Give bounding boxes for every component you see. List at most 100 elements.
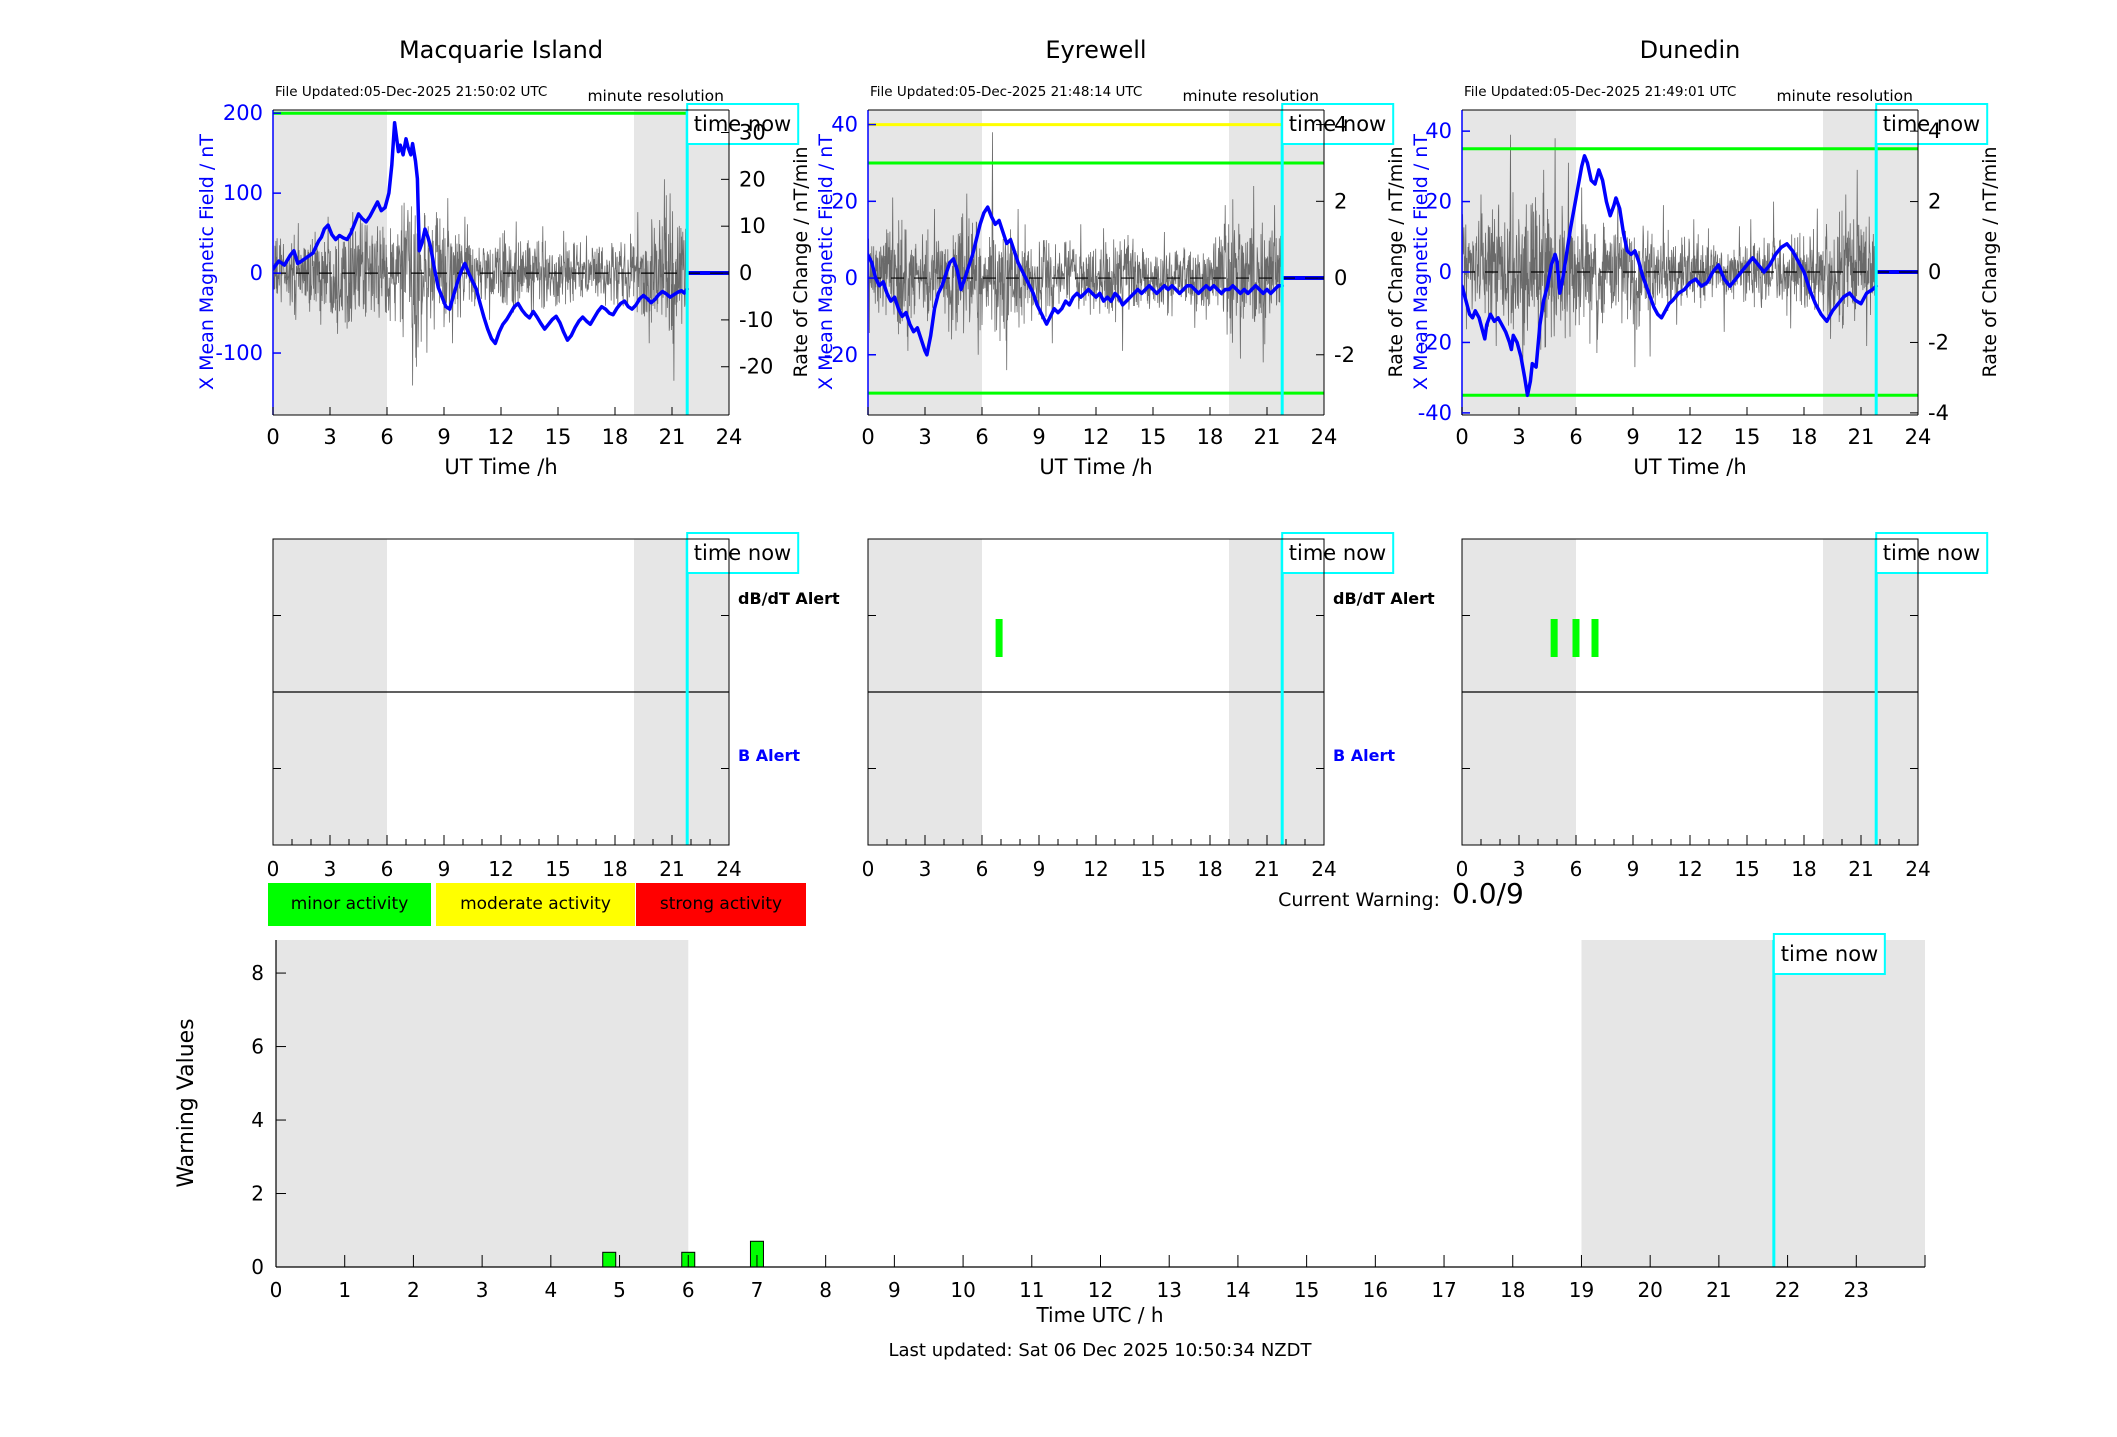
time-now-label: time now (1882, 541, 1981, 565)
svg-text:9: 9 (888, 1278, 901, 1302)
svg-text:0: 0 (270, 1278, 283, 1302)
svg-text:0: 0 (267, 857, 280, 881)
svg-text:-20: -20 (1418, 330, 1452, 354)
svg-text:24: 24 (716, 857, 741, 881)
x-axis-label-macquarie: UT Time /h (444, 455, 558, 479)
time-now-label: time now (1288, 541, 1387, 565)
svg-text:20: 20 (831, 189, 858, 213)
svg-text:-20: -20 (739, 355, 773, 379)
svg-text:16: 16 (1363, 1278, 1388, 1302)
svg-text:-2: -2 (1928, 330, 1949, 354)
svg-text:4: 4 (1928, 119, 1941, 143)
svg-text:9: 9 (1626, 425, 1639, 449)
svg-text:2: 2 (407, 1278, 420, 1302)
svg-text:3: 3 (476, 1278, 489, 1302)
time-now-label: time now (693, 112, 792, 136)
b-alert-label: B Alert (1333, 746, 1396, 765)
svg-text:6: 6 (1569, 425, 1582, 449)
svg-text:200: 200 (223, 101, 263, 125)
svg-text:21: 21 (1254, 857, 1279, 881)
time-now-label: time now (1882, 112, 1981, 136)
svg-text:-4: -4 (1928, 401, 1949, 425)
svg-text:6: 6 (976, 857, 989, 881)
svg-text:10: 10 (950, 1278, 975, 1302)
dbdt-alert-label: dB/dT Alert (1333, 589, 1435, 608)
svg-text:-40: -40 (1418, 401, 1452, 425)
svg-text:6: 6 (975, 425, 988, 449)
current-warning-value: 0.0/9 (1452, 877, 1524, 910)
svg-text:21: 21 (1848, 425, 1875, 449)
svg-text:20: 20 (739, 167, 766, 191)
svg-text:2: 2 (1928, 190, 1941, 214)
time-now-label: time now (1288, 112, 1387, 136)
x-axis-label-dunedin: UT Time /h (1633, 455, 1747, 479)
svg-text:-10: -10 (739, 308, 773, 332)
file-updated-eyrewell: File Updated:05-Dec-2025 21:48:14 UTC (870, 84, 1143, 100)
time-now-label: time now (693, 541, 792, 565)
svg-text:9: 9 (1033, 857, 1046, 881)
svg-text:2: 2 (251, 1182, 264, 1206)
legend-item-moderate: moderate activity (436, 883, 635, 926)
right-axis-label-dunedin: Rate of Change / nT/min (1979, 146, 2001, 378)
svg-text:0: 0 (1439, 260, 1452, 284)
svg-text:18: 18 (1197, 425, 1224, 449)
svg-text:13: 13 (1156, 1278, 1181, 1302)
svg-text:15: 15 (1734, 425, 1761, 449)
svg-text:9: 9 (437, 425, 450, 449)
svg-text:18: 18 (1791, 857, 1816, 881)
svg-text:12: 12 (488, 425, 515, 449)
svg-text:0: 0 (251, 1255, 264, 1279)
svg-text:9: 9 (438, 857, 451, 881)
svg-text:20: 20 (1425, 190, 1452, 214)
svg-text:100: 100 (223, 181, 263, 205)
svg-text:15: 15 (1734, 857, 1759, 881)
svg-text:15: 15 (1140, 857, 1165, 881)
svg-text:23: 23 (1844, 1278, 1869, 1302)
svg-text:12: 12 (488, 857, 513, 881)
svg-text:40: 40 (1425, 119, 1452, 143)
svg-text:12: 12 (1677, 425, 1704, 449)
minute-resolution-label: minute resolution (587, 87, 724, 105)
station-title-dunedin: Dunedin (1639, 36, 1741, 64)
svg-text:4: 4 (1334, 113, 1347, 137)
svg-text:15: 15 (1140, 425, 1167, 449)
svg-text:11: 11 (1019, 1278, 1044, 1302)
station-title-eyrewell: Eyrewell (1045, 36, 1147, 64)
dbdt-alert-label: dB/dT Alert (738, 589, 840, 608)
svg-text:12: 12 (1083, 857, 1108, 881)
svg-text:15: 15 (1294, 1278, 1319, 1302)
svg-text:12: 12 (1088, 1278, 1113, 1302)
svg-text:3: 3 (323, 425, 336, 449)
svg-text:22: 22 (1775, 1278, 1800, 1302)
svg-text:0: 0 (250, 261, 263, 285)
last-updated-text: Last updated: Sat 06 Dec 2025 10:50:34 N… (888, 1340, 1312, 1361)
svg-text:4: 4 (251, 1108, 264, 1132)
svg-text:8: 8 (819, 1278, 832, 1302)
svg-text:6: 6 (251, 1035, 264, 1059)
svg-text:6: 6 (380, 425, 393, 449)
svg-text:6: 6 (381, 857, 394, 881)
svg-text:-2: -2 (1334, 343, 1355, 367)
file-updated-dunedin: File Updated:05-Dec-2025 21:49:01 UTC (1464, 84, 1737, 100)
svg-text:15: 15 (545, 425, 572, 449)
svg-text:-20: -20 (824, 343, 858, 367)
svg-text:9: 9 (1627, 857, 1640, 881)
svg-text:12: 12 (1083, 425, 1110, 449)
svg-text:14: 14 (1225, 1278, 1250, 1302)
svg-text:0: 0 (1334, 266, 1347, 290)
svg-text:12: 12 (1677, 857, 1702, 881)
svg-text:21: 21 (659, 857, 684, 881)
svg-text:21: 21 (659, 425, 686, 449)
svg-text:18: 18 (1197, 857, 1222, 881)
svg-text:0: 0 (1455, 425, 1468, 449)
svg-text:3: 3 (324, 857, 337, 881)
x-axis-label-eyrewell: UT Time /h (1039, 455, 1153, 479)
svg-text:3: 3 (918, 425, 931, 449)
minute-resolution-label: minute resolution (1776, 87, 1913, 105)
svg-text:18: 18 (602, 425, 629, 449)
warning-values-axis-label: Warning Values (173, 1018, 199, 1188)
svg-text:0: 0 (1456, 857, 1469, 881)
station-title-macquarie: Macquarie Island (398, 36, 604, 64)
svg-text:3: 3 (919, 857, 932, 881)
